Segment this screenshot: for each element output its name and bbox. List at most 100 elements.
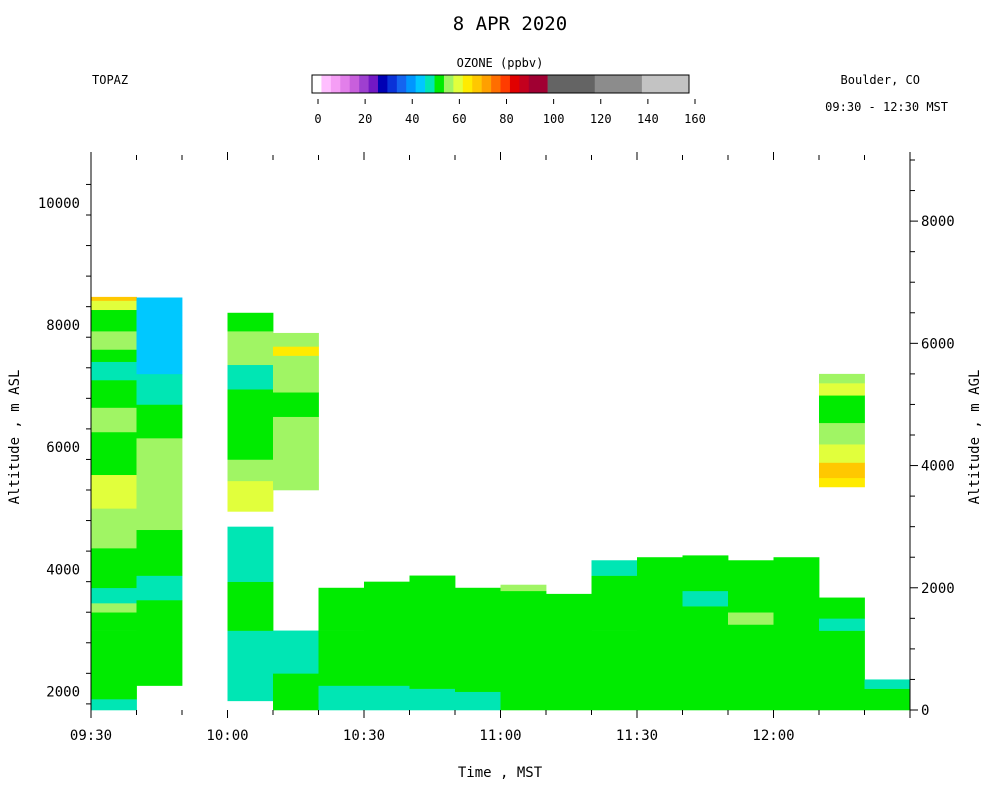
ozone-cell	[409, 575, 456, 616]
ozone-cell	[682, 555, 729, 592]
colorbar-bin-2	[330, 75, 341, 93]
colorbar-bin-3	[340, 75, 350, 93]
ozone-cell	[773, 667, 820, 711]
ozone-cell	[273, 346, 319, 356]
ozone-cell	[91, 309, 137, 332]
y-tick-label-left: 6000	[46, 440, 80, 456]
ozone-cell	[773, 557, 820, 668]
ozone-cell	[136, 349, 183, 375]
ozone-cell	[91, 679, 137, 700]
colorbar-bin-26	[641, 75, 690, 93]
x-tick-label: 09:30	[70, 728, 112, 744]
colorbar-bin-9	[396, 75, 407, 93]
ozone-cell	[91, 361, 137, 381]
colorbar-bin-6	[368, 75, 379, 93]
ozone-cell	[273, 673, 319, 711]
chart-title: 8 APR 2020	[453, 13, 567, 35]
ozone-cell	[91, 407, 137, 433]
ozone-cell	[91, 603, 137, 613]
y-tick-label-left: 10000	[38, 196, 80, 212]
ozone-cell	[227, 581, 274, 631]
colorbar-label: OZONE (ppbv)	[457, 56, 544, 70]
ozone-cell	[136, 373, 183, 405]
ozone-cell	[273, 459, 319, 491]
colorbar-tick-label: 160	[684, 112, 706, 126]
ozone-cell	[819, 383, 865, 396]
ozone-cell	[136, 575, 183, 601]
ozone-cell	[819, 462, 865, 479]
colorbar-bin-11	[415, 75, 426, 93]
ozone-cell	[318, 587, 365, 631]
ozone-cell	[591, 630, 638, 711]
y-tick-label-left: 2000	[46, 685, 80, 701]
ozone-cell	[864, 679, 911, 689]
ozone-cell	[273, 416, 319, 460]
ozone-cell	[318, 685, 365, 711]
ozone-cell	[136, 642, 183, 686]
ozone-cell	[819, 395, 865, 424]
ozone-cell	[91, 380, 137, 408]
x-tick-label: 10:00	[206, 728, 248, 744]
instrument-label: TOPAZ	[92, 73, 128, 87]
colorbar-bin-1	[321, 75, 332, 93]
ozone-cell	[91, 699, 137, 711]
ozone-cell	[819, 373, 865, 384]
ozone-cell	[819, 618, 865, 631]
ozone-cell	[136, 529, 183, 576]
plot-axes: 09:30 10:00 10:30 11:00 11:30 12:00 2000 4000 60…	[38, 152, 955, 744]
ozone-cell	[91, 587, 137, 604]
y-tick-label-right: 6000	[921, 336, 955, 352]
ozone-cell	[318, 630, 365, 686]
ozone-cell	[819, 630, 865, 711]
ozone-cell	[273, 355, 319, 393]
ozone-cell	[728, 612, 774, 625]
colorbar: 0 20 40 60 80 100 120 140 160	[311, 74, 706, 126]
x-axis-label: Time , MST	[458, 765, 543, 781]
colorbar-bin-20	[500, 75, 511, 93]
x-tick-label: 11:30	[616, 728, 658, 744]
ozone-cell	[455, 587, 501, 625]
ozone-cell	[728, 624, 774, 711]
ozone-cell	[227, 389, 274, 460]
ozone-cell	[136, 438, 183, 531]
ozone-cell	[91, 548, 137, 589]
ozone-cell	[227, 331, 274, 366]
x-tick-label: 11:00	[479, 728, 521, 744]
ozone-cell	[682, 606, 729, 674]
x-tick-label: 10:30	[343, 728, 385, 744]
ozone-cell	[409, 615, 456, 689]
ozone-cell	[273, 392, 319, 417]
ozone-cell	[136, 325, 183, 350]
y-tick-label-right: 0	[921, 703, 929, 719]
ozone-cell	[455, 691, 501, 711]
colorbar-bin-10	[406, 75, 416, 93]
colorbar-bin-7	[377, 75, 388, 93]
ozone-cell	[91, 431, 137, 476]
ozone-cell	[136, 297, 183, 326]
location-label: Boulder, CO	[841, 73, 920, 87]
ozone-cell	[91, 508, 137, 549]
ozone-cell	[91, 474, 137, 509]
ozone-cell	[591, 575, 638, 631]
y-tick-label-left: 4000	[46, 562, 80, 578]
colorbar-tick-label: 100	[543, 112, 565, 126]
colorbar-bin-21	[509, 75, 520, 93]
y-tick-label-right: 8000	[921, 214, 955, 230]
ozone-cell	[91, 331, 137, 350]
colorbar-bin-17	[472, 75, 482, 93]
colorbar-bin-22	[519, 75, 530, 93]
colorbar-bin-12	[425, 75, 435, 93]
ozone-cell	[819, 444, 865, 463]
colorbar-bin-4	[349, 75, 360, 93]
ozone-cell	[227, 480, 274, 512]
ozone-cell	[455, 624, 501, 692]
colorbar-bin-19	[491, 75, 501, 93]
ozone-cell	[682, 590, 729, 607]
y-axis-left-label: Altitude , m ASL	[7, 370, 23, 505]
ozone-cell	[364, 581, 410, 619]
ozone-cell	[637, 667, 683, 711]
ozone-cell	[500, 584, 547, 592]
ozone-cell	[227, 364, 274, 390]
y-tick-label-left: 8000	[46, 318, 80, 334]
ozone-cell	[227, 526, 274, 582]
